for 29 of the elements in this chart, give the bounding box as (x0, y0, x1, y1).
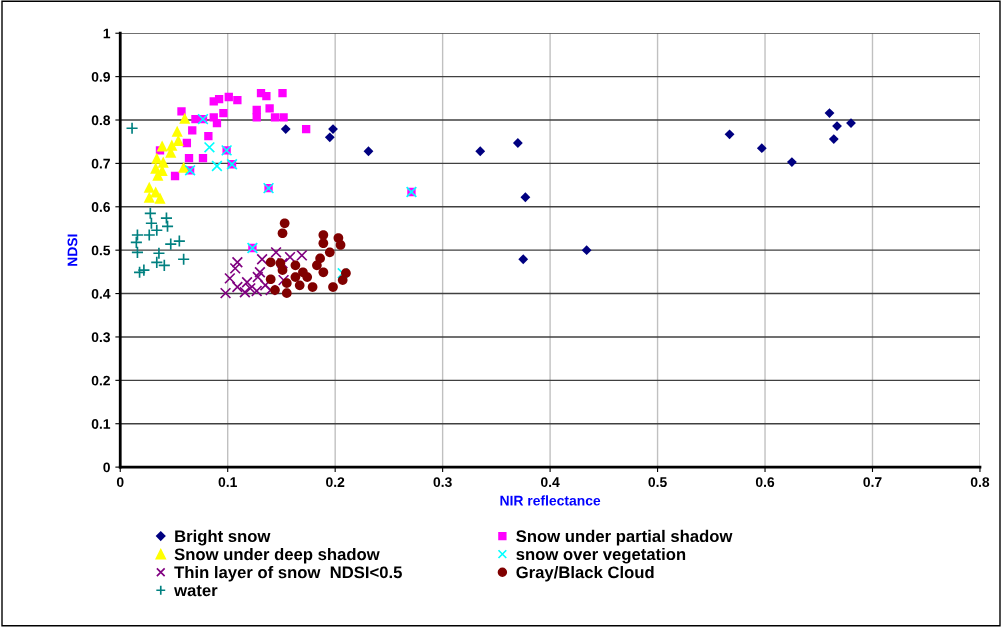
y-tick-label: 0 (103, 462, 110, 473)
legend-label: snow over vegetation (516, 547, 686, 564)
y-tick-label: 0.8 (91, 115, 111, 126)
x-tick-label: 0.5 (648, 477, 667, 488)
legend-label: Gray/Black Cloud (516, 565, 654, 582)
legend-label: water (174, 585, 218, 597)
y-tick-label: 0.1 (91, 419, 111, 429)
x-tick-label: 0.2 (326, 477, 345, 488)
legend-label: Thin layer of snow NDSI<0.5 (174, 565, 402, 582)
x-tick-label: 0.4 (540, 477, 560, 488)
x-tick-label: 0.7 (863, 477, 882, 488)
y-tick-label: 0.9 (91, 71, 110, 82)
y-axis-title: NDSI (67, 234, 78, 266)
y-tick-label: 0.7 (91, 158, 110, 169)
y-tick-label: 0.4 (91, 288, 111, 299)
legend-label: Snow under deep shadow (174, 547, 380, 564)
x-tick-label: 0.6 (755, 477, 775, 488)
x-tick-label: 0.3 (433, 477, 452, 488)
legend-label: Bright snow (175, 529, 271, 546)
x-axis-title: NIR reflectance (500, 495, 601, 506)
x-tick-label: 0 (116, 477, 124, 488)
y-tick-label: 1 (103, 28, 111, 39)
y-tick-label: 0.5 (91, 245, 111, 256)
y-tick-label: 0.3 (91, 332, 111, 343)
y-tick-label: 0.2 (91, 375, 110, 386)
y-tick-label: 0.6 (91, 202, 111, 212)
legend-label: Snow under partial shadow (516, 529, 733, 546)
x-tick-label: 0.8 (970, 477, 990, 488)
x-tick-label: 0.1 (218, 477, 237, 488)
